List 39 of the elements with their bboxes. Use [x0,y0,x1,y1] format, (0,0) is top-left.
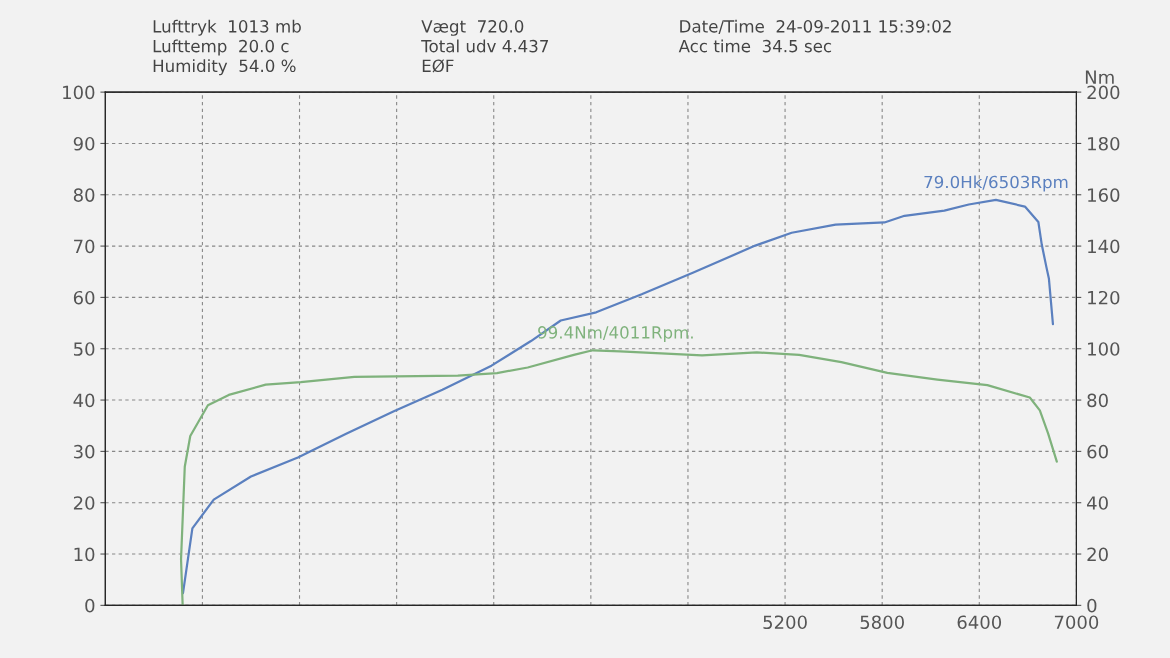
line-series [179,349,1058,606]
text: Acc time 34.5 sec [678,39,832,53]
annotation: 79.0Hk/6503Rpm [924,175,1068,192]
x-tick-label: 6400 [957,615,1002,630]
x-tick-label: 5800 [860,615,904,630]
text: Lufttryk 1013 mb [153,19,301,36]
y-tick-label: 60 [73,290,95,305]
text: Humidity 54.0 % [153,59,296,76]
y2-tick-label: 200 [1087,85,1120,100]
y-tick-label: 80 [73,188,95,202]
y2-tick-label: 120 [1088,290,1120,305]
y-tick-label: 70 [74,239,95,254]
x-tick-label: 7000 [1054,615,1099,630]
y2-tick-label: 140 [1088,239,1120,254]
y2-tick-label: 60 [1087,444,1108,459]
y-tick-label: 90 [73,136,95,151]
text: Vægt 720.0 [421,20,524,36]
y-tick-label: 0 [85,598,95,613]
y2-tick-label: 100 [1088,342,1120,356]
y2-tick-label: 40 [1087,496,1108,510]
y2-axis-title: Nm [1085,70,1114,84]
text: EØF [422,59,454,73]
y2-tick-label: 160 [1088,188,1120,202]
y2-tick-label: 0 [1087,598,1097,613]
annotation: 99.4Nm/4011Rpm. [538,326,693,342]
y-tick-label: 20 [73,496,95,510]
y2-tick-label: 180 [1088,136,1120,151]
text: Date/Time 24-09-2011 15:39:02 [680,19,951,34]
y2-tick-label: 80 [1087,393,1108,408]
y-tick-label: 50 [74,342,95,356]
y-tick-label: 30 [73,444,95,459]
text: Lufttemp 20.0 c [153,39,289,56]
x-tick-label: 5200 [763,615,807,630]
y2-tick-label: 20 [1087,547,1108,562]
y-tick-label: 100 [63,85,95,100]
y-tick-label: 40 [73,393,95,408]
y-tick-label: 10 [74,547,95,562]
line-series [181,198,1055,595]
text: Total udv 4.437 [421,39,549,53]
